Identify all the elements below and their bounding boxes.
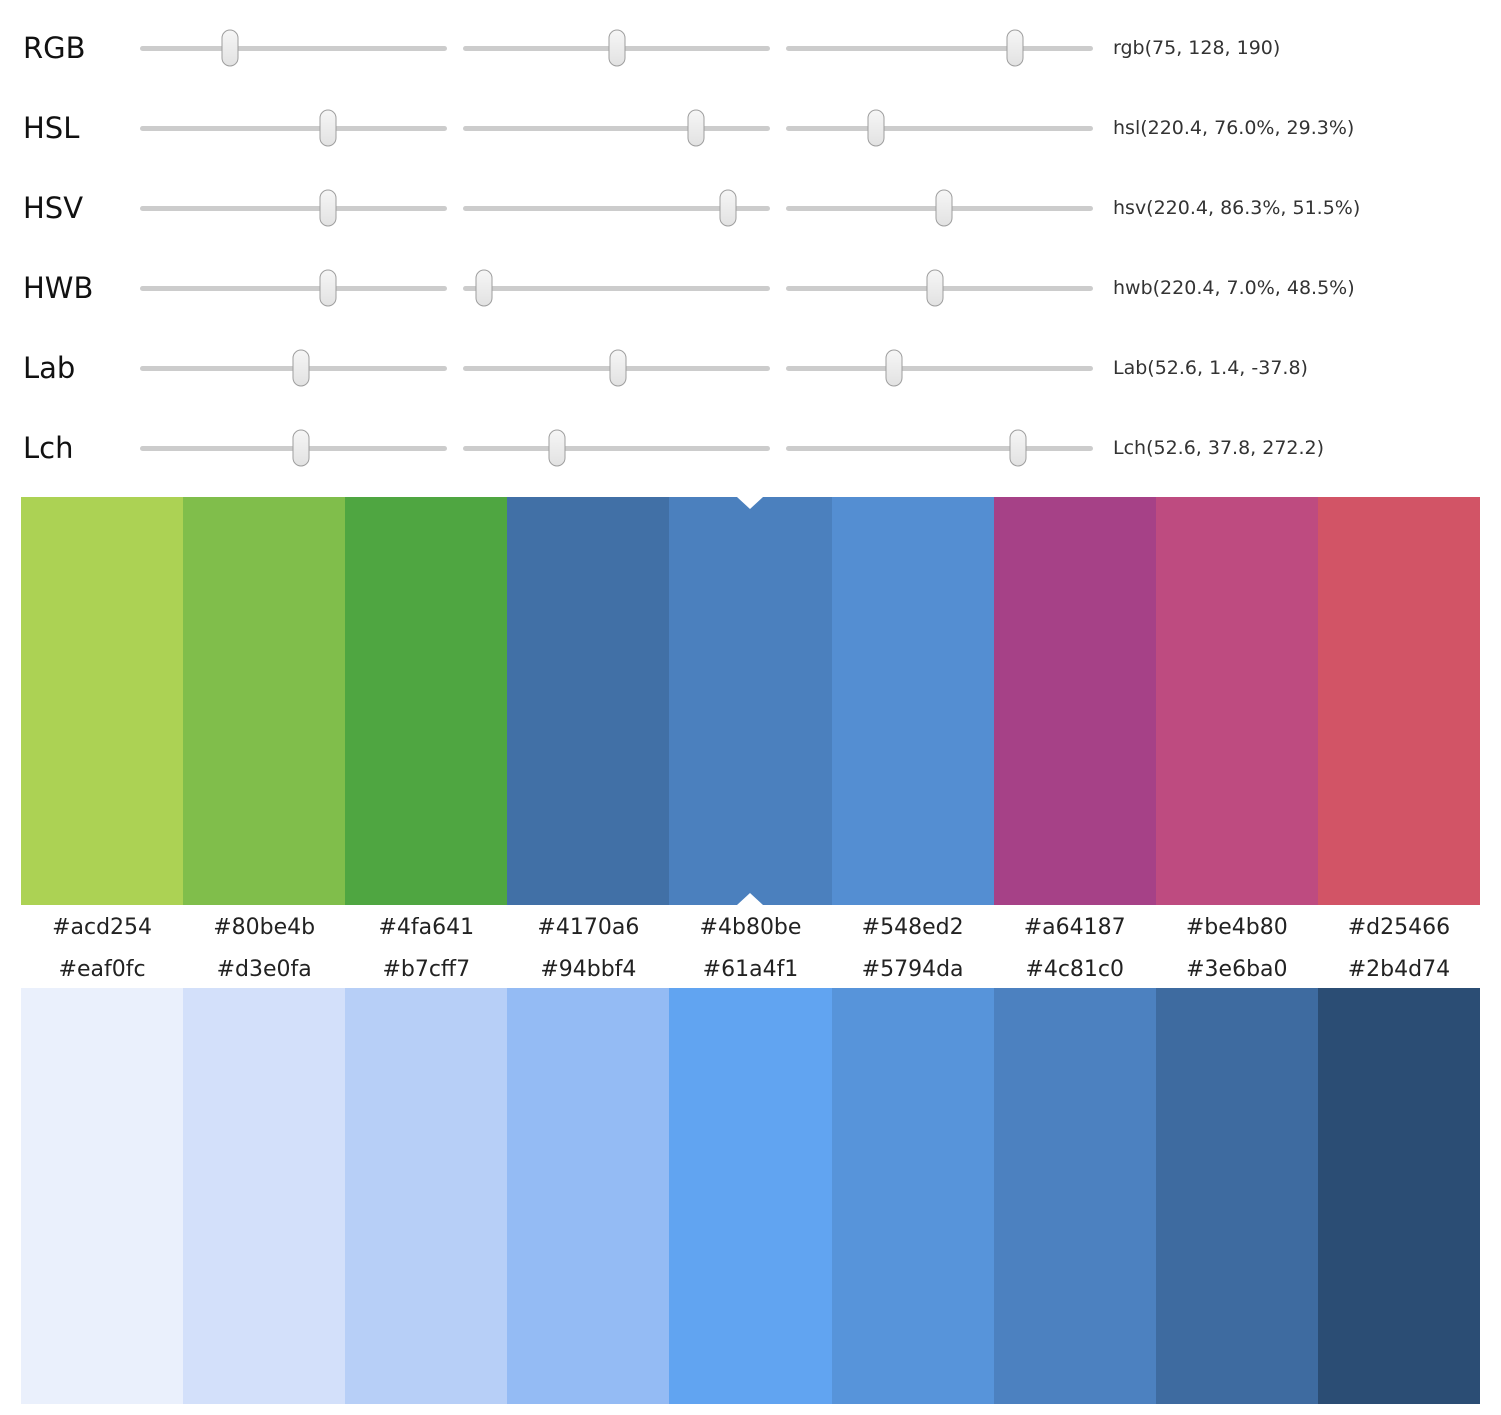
- slider-row-rgb: RGB rgb(75, 128, 190): [0, 8, 1501, 88]
- lch-slider-3[interactable]: [786, 429, 1093, 467]
- swatch-a64187[interactable]: [993, 497, 1156, 905]
- hex-label: #a64187: [1023, 915, 1126, 940]
- hex-label: #548ed2: [861, 915, 964, 940]
- slider-handle[interactable]: [867, 109, 885, 147]
- slider-handle[interactable]: [926, 269, 944, 307]
- hex-label: #d3e0fa: [216, 956, 312, 982]
- slider-handle[interactable]: [687, 109, 705, 147]
- swatch-94bbf4[interactable]: [507, 988, 670, 1404]
- hue-hex-labels: #acd254 #80be4b #4fa641 #4170a6 #4b80be #548e…: [21, 905, 1480, 950]
- slider-handle[interactable]: [292, 349, 310, 387]
- swatch-d3e0fa[interactable]: [183, 988, 346, 1404]
- colorspace-label: Lab: [23, 351, 76, 385]
- swatch-d25466[interactable]: [1317, 497, 1480, 905]
- shade-hex-labels: #eaf0fc #d3e0fa #b7cff7 #94bbf4 #61a4f1 #5794…: [21, 950, 1480, 988]
- hex-label: #acd254: [52, 915, 153, 940]
- lch-slider-2[interactable]: [463, 429, 770, 467]
- hsv-slider-2[interactable]: [463, 189, 770, 227]
- swatch-4c81c0[interactable]: [993, 988, 1156, 1404]
- swatch-5794da[interactable]: [831, 988, 994, 1404]
- slider-row-hwb: HWB hwb(220.4, 7.0%, 48.5%): [0, 248, 1501, 328]
- hsv-slider-3[interactable]: [786, 189, 1093, 227]
- hwb-slider-2[interactable]: [463, 269, 770, 307]
- lch-slider-1[interactable]: [140, 429, 447, 467]
- slider-handle[interactable]: [221, 29, 239, 67]
- swatch-4170a6[interactable]: [507, 497, 670, 905]
- hue-palette: [21, 497, 1480, 905]
- slider-handle[interactable]: [608, 29, 626, 67]
- color-value-text: hsl(220.4, 76.0%, 29.3%): [1113, 117, 1355, 139]
- color-value-text: Lch(52.6, 37.8, 272.2): [1113, 437, 1325, 459]
- hex-label: #4c81c0: [1025, 956, 1125, 982]
- hex-label: #b7cff7: [382, 956, 471, 982]
- slider-panel: RGB rgb(75, 128, 190) HSL hsl(220.4, 76.0%,…: [0, 0, 1501, 488]
- hex-label: #be4b80: [1185, 915, 1288, 940]
- hex-label: #eaf0fc: [58, 956, 146, 982]
- colorspace-label: HSV: [23, 191, 84, 225]
- hsl-slider-1[interactable]: [140, 109, 447, 147]
- color-value-text: Lab(52.6, 1.4, -37.8): [1113, 357, 1308, 379]
- slider-row-lch: Lch Lch(52.6, 37.8, 272.2): [0, 408, 1501, 488]
- slider-handle[interactable]: [609, 349, 627, 387]
- color-value-text: rgb(75, 128, 190): [1113, 37, 1281, 59]
- lab-slider-2[interactable]: [463, 349, 770, 387]
- swatch-2b4d74[interactable]: [1317, 988, 1480, 1404]
- colorspace-label: RGB: [23, 31, 86, 65]
- hsv-slider-1[interactable]: [140, 189, 447, 227]
- lab-slider-1[interactable]: [140, 349, 447, 387]
- color-value-text: hwb(220.4, 7.0%, 48.5%): [1113, 277, 1355, 299]
- slider-handle[interactable]: [319, 189, 337, 227]
- hex-label: #2b4d74: [1347, 956, 1451, 982]
- slider-handle[interactable]: [548, 429, 566, 467]
- lab-slider-3[interactable]: [786, 349, 1093, 387]
- shade-palette: [21, 988, 1480, 1404]
- rgb-slider-1[interactable]: [140, 29, 447, 67]
- slider-handle[interactable]: [885, 349, 903, 387]
- hwb-slider-3[interactable]: [786, 269, 1093, 307]
- hex-label: #3e6ba0: [1186, 956, 1288, 982]
- slider-handle[interactable]: [1009, 429, 1027, 467]
- hsl-slider-3[interactable]: [786, 109, 1093, 147]
- rgb-slider-3[interactable]: [786, 29, 1093, 67]
- swatch-b7cff7[interactable]: [345, 988, 508, 1404]
- colorspace-label: HWB: [23, 271, 94, 305]
- swatch-4fa641[interactable]: [345, 497, 508, 905]
- hex-label: #61a4f1: [702, 956, 799, 982]
- hsl-slider-2[interactable]: [463, 109, 770, 147]
- slider-handle[interactable]: [935, 189, 953, 227]
- colorspace-label: HSL: [23, 111, 80, 145]
- hex-label: #80be4b: [213, 915, 316, 940]
- slider-handle[interactable]: [292, 429, 310, 467]
- hex-label: #5794da: [861, 956, 964, 982]
- swatch-be4b80[interactable]: [1155, 497, 1318, 905]
- swatch-acd254[interactable]: [21, 497, 184, 905]
- rgb-slider-2[interactable]: [463, 29, 770, 67]
- swatch-548ed2[interactable]: [831, 497, 994, 905]
- swatch-3e6ba0[interactable]: [1155, 988, 1318, 1404]
- swatch-4b80be-selected[interactable]: [669, 497, 832, 905]
- swatch-61a4f1[interactable]: [669, 988, 832, 1404]
- hex-label: #d25466: [1347, 915, 1451, 940]
- slider-handle[interactable]: [475, 269, 493, 307]
- hex-label: #94bbf4: [540, 956, 637, 982]
- color-value-text: hsv(220.4, 86.3%, 51.5%): [1113, 197, 1361, 219]
- slider-row-lab: Lab Lab(52.6, 1.4, -37.8): [0, 328, 1501, 408]
- hex-label: #4170a6: [537, 915, 640, 940]
- slider-handle[interactable]: [319, 109, 337, 147]
- swatch-80be4b[interactable]: [183, 497, 346, 905]
- slider-handle[interactable]: [319, 269, 337, 307]
- hex-label: #4b80be: [699, 915, 802, 940]
- slider-handle[interactable]: [719, 189, 737, 227]
- hwb-slider-1[interactable]: [140, 269, 447, 307]
- hex-label: #4fa641: [378, 915, 475, 940]
- swatch-eaf0fc[interactable]: [21, 988, 184, 1404]
- colorspace-label: Lch: [23, 431, 74, 465]
- slider-handle[interactable]: [1006, 29, 1024, 67]
- slider-row-hsv: HSV hsv(220.4, 86.3%, 51.5%): [0, 168, 1501, 248]
- slider-row-hsl: HSL hsl(220.4, 76.0%, 29.3%): [0, 88, 1501, 168]
